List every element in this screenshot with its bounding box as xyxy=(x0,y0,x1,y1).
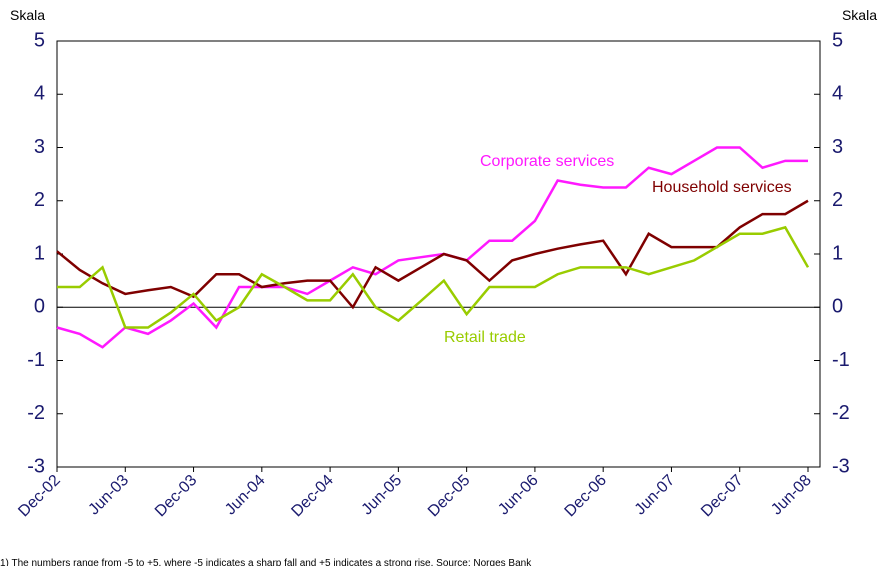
series-line xyxy=(56,146,808,349)
y2-tick-label: 0 xyxy=(832,296,843,318)
y-tick-label: 5 xyxy=(34,29,45,51)
y2-tick-label: 5 xyxy=(832,29,843,51)
x-tick-label: Jun-07 xyxy=(632,472,679,519)
y-axis-label: Skala xyxy=(10,7,45,23)
x-tick-label: Jun-05 xyxy=(359,472,406,519)
y-tick-label: -3 xyxy=(27,455,45,477)
series-label: Corporate services xyxy=(480,153,614,170)
y2-tick-label: -1 xyxy=(832,349,850,371)
series-label: Retail trade xyxy=(444,329,526,346)
x-tick-label: Dec-07 xyxy=(698,472,747,521)
footnote: 1) The numbers range from -5 to +5, wher… xyxy=(0,558,532,566)
y-tick-label: 4 xyxy=(34,83,45,105)
x-tick-label: Dec-02 xyxy=(15,472,64,521)
x-tick-label: Dec-06 xyxy=(562,472,611,521)
series-label: Household services xyxy=(652,179,792,196)
x-tick-label: Dec-03 xyxy=(152,472,201,521)
y-tick-label: 2 xyxy=(34,189,45,211)
y2-tick-label: -2 xyxy=(832,402,850,424)
y-tick-label: 3 xyxy=(34,136,45,158)
x-tick-label: Dec-05 xyxy=(425,472,474,521)
x-tick-label: Dec-04 xyxy=(288,472,337,521)
y2-tick-label: -3 xyxy=(832,455,850,477)
y-tick-label: 0 xyxy=(34,296,45,318)
y-tick-label: -2 xyxy=(27,402,45,424)
y2-axis-label: Skala xyxy=(842,7,877,23)
y2-tick-label: 2 xyxy=(832,189,843,211)
y2-tick-label: 1 xyxy=(832,242,843,264)
y-tick-label: 1 xyxy=(34,242,45,264)
x-tick-label: Jun-08 xyxy=(768,472,815,519)
x-tick-label: Jun-03 xyxy=(85,472,132,519)
x-tick-label: Jun-04 xyxy=(222,472,269,519)
y-tick-label: -1 xyxy=(27,349,45,371)
x-tick-label: Jun-06 xyxy=(495,472,542,519)
y2-tick-label: 3 xyxy=(832,136,843,158)
series-line xyxy=(56,199,809,310)
series-line xyxy=(57,225,810,329)
y2-tick-label: 4 xyxy=(832,83,843,105)
